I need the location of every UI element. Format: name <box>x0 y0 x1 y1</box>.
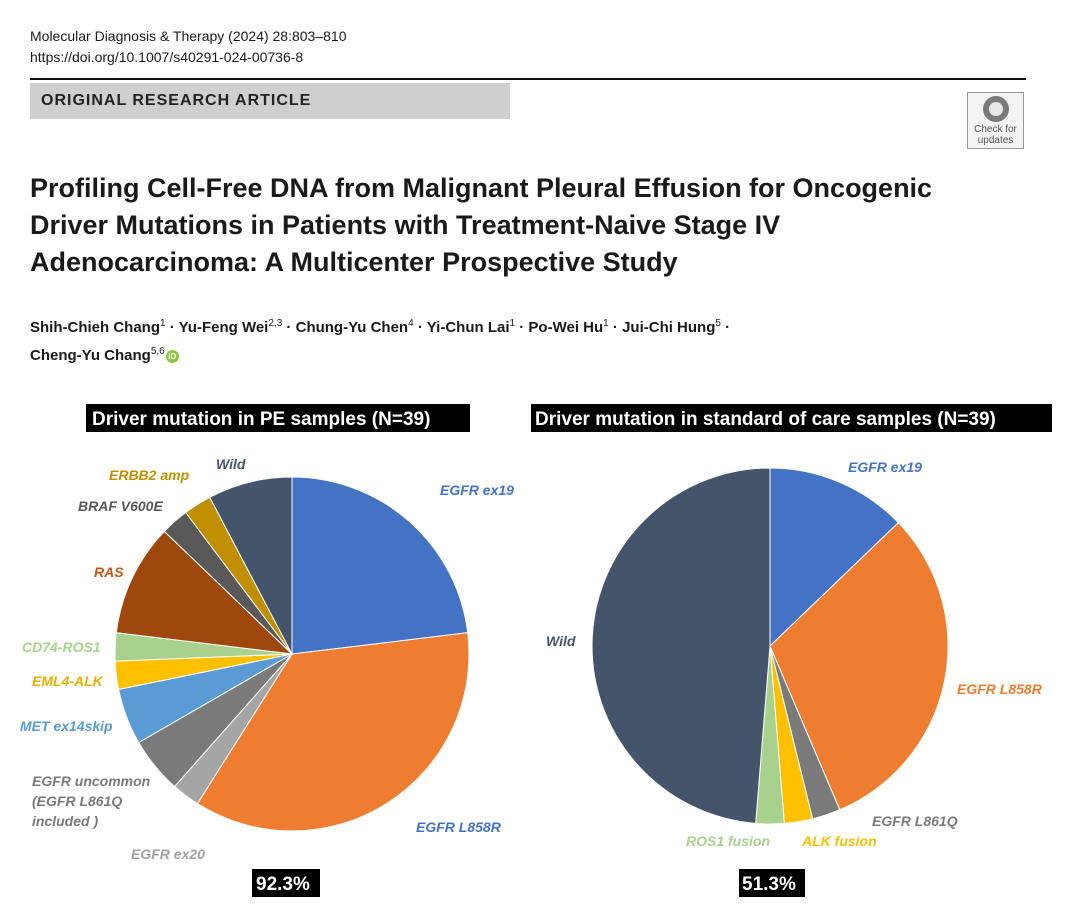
slice-label: EGFR uncommon <box>32 773 150 789</box>
author-1[interactable]: Shih-Chieh Chang1 <box>30 318 166 336</box>
slice-label: (EGFR L861Q <box>32 793 122 809</box>
article-type-banner: ORIGINAL RESEARCH ARTICLE <box>30 83 510 119</box>
header-rule <box>30 78 1026 80</box>
author-5[interactable]: Po-Wei Hu1 <box>528 318 609 336</box>
chart-title: Driver mutation in standard of care samp… <box>535 409 996 430</box>
slice-label: ERBB2 amp <box>109 467 190 483</box>
chart-title-background <box>531 404 1052 432</box>
doi-link[interactable]: https://doi.org/10.1007/s40291-024-00736… <box>30 49 304 65</box>
slice-label: EGFR L858R <box>957 681 1043 697</box>
check-for-updates-button[interactable]: Check for updates <box>967 92 1024 149</box>
slice-label: EML4-ALK <box>32 673 104 689</box>
pie-slice-8 <box>115 530 294 655</box>
pie-slice-11 <box>209 476 293 655</box>
slice-label: CD74-ROS1 <box>22 639 101 655</box>
author-2[interactable]: Yu-Feng Wei2,3 <box>178 318 283 336</box>
percentage-background <box>739 869 805 897</box>
orcid-icon[interactable]: iD <box>165 349 179 363</box>
article-type-label: ORIGINAL RESEARCH ARTICLE <box>41 92 312 109</box>
pie-slice-2 <box>196 632 470 832</box>
pie-slice-1 <box>769 467 900 648</box>
percentage-label: 92.3% <box>256 874 310 895</box>
slice-label: EGFR L861Q <box>872 813 958 829</box>
pie-chart-2: Driver mutation in standard of care samp… <box>531 404 1052 897</box>
paper-title: Profiling Cell-Free DNA from Malignant P… <box>30 173 933 277</box>
percentage-background <box>252 869 320 897</box>
percentage-label: 51.3% <box>742 874 796 895</box>
pie-slice-2 <box>769 521 949 811</box>
check-updates-label: Check for updates <box>974 124 1017 146</box>
chart-title-background <box>86 404 470 432</box>
journal-citation: Molecular Diagnosis & Therapy (2024) 28:… <box>30 26 347 68</box>
check-updates-icon <box>983 96 1009 122</box>
author-7[interactable]: Cheng-Yu Chang5,6 <box>30 346 165 364</box>
slice-label: ROS1 fusion <box>686 833 770 849</box>
slice-label: BRAF V600E <box>78 498 163 514</box>
slice-label: EGFR L858R <box>416 819 502 835</box>
slice-label: RAS <box>94 564 124 580</box>
author-6[interactable]: Jui-Chi Hung5 <box>622 318 721 336</box>
pie-slice-1 <box>291 476 469 655</box>
author-4[interactable]: Yi-Chun Lai1 <box>426 318 516 336</box>
slice-label: MET ex14skip <box>20 718 113 734</box>
author-list: Shih-Chieh Chang1 · Yu-Feng Wei2,3 · Chu… <box>30 318 731 364</box>
slice-label: EGFR ex20 <box>131 846 205 862</box>
journal-line: Molecular Diagnosis & Therapy (2024) 28:… <box>30 28 347 44</box>
slice-label: Wild <box>546 633 576 649</box>
slice-label: EGFR ex19 <box>440 482 514 498</box>
author-3[interactable]: Chung-Yu Chen4 <box>295 318 414 336</box>
slice-label: Wild <box>216 456 246 472</box>
slice-label: EGFR ex19 <box>848 459 922 475</box>
pie-slice-6 <box>591 467 771 824</box>
slice-label: included ) <box>32 813 98 829</box>
slice-label: ALK fusion <box>801 833 877 849</box>
pie-chart-1: Driver mutation in PE samples (N=39) EGFR… <box>20 404 514 897</box>
chart-title: Driver mutation in PE samples (N=39) <box>92 409 430 430</box>
